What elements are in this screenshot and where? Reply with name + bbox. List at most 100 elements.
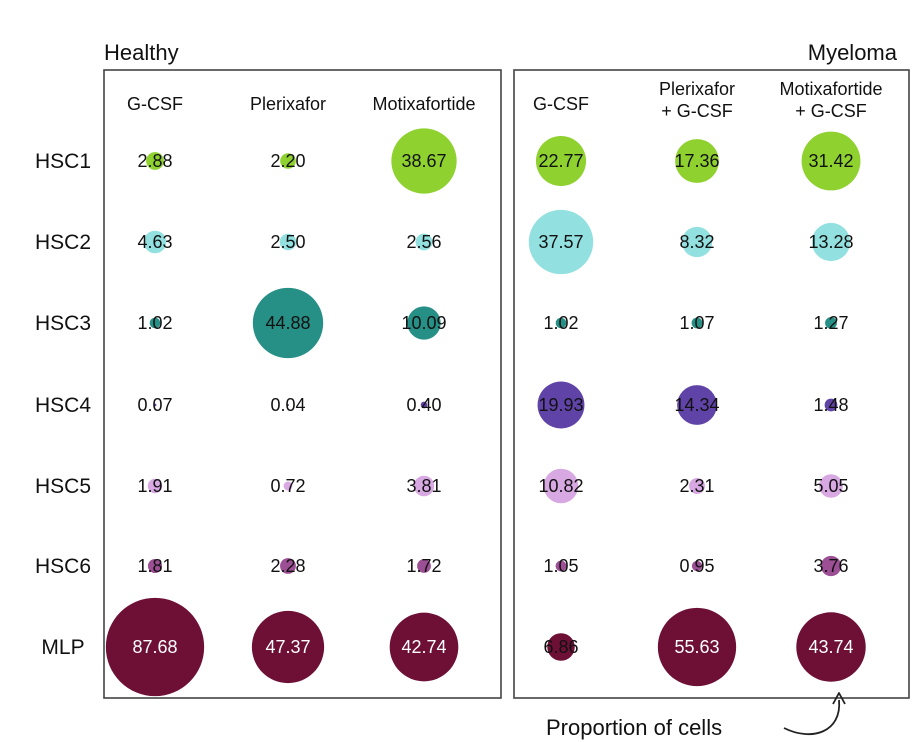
value-labels: 2.88 4.63 1.02 0.07 1.91 1.81 87.68 2.20 2.50 44.… bbox=[132, 151, 853, 657]
value-label: 47.37 bbox=[265, 637, 310, 657]
bubble-healthy-hsc6 bbox=[280, 558, 296, 574]
row-label-hsc2: HSC2 bbox=[35, 231, 91, 254]
row-label-hsc5: HSC5 bbox=[35, 475, 91, 498]
bubble-healthy-hsc5 bbox=[147, 478, 163, 494]
value-label: 1.02 bbox=[543, 313, 578, 333]
value-label: 13.28 bbox=[808, 232, 853, 252]
value-label: 44.88 bbox=[265, 313, 310, 333]
value-label: 87.68 bbox=[132, 637, 177, 657]
value-label: 2.88 bbox=[137, 151, 172, 171]
value-label: 31.42 bbox=[808, 151, 853, 171]
value-label: 2.31 bbox=[679, 476, 714, 496]
bubble-myeloma-hsc1 bbox=[535, 135, 587, 187]
value-label: 55.63 bbox=[674, 637, 719, 657]
bubble-healthy-hsc6 bbox=[417, 559, 431, 573]
value-label: 2.56 bbox=[406, 232, 441, 252]
column-header: G-CSF bbox=[127, 94, 183, 114]
value-label: 1.02 bbox=[137, 313, 172, 333]
value-label: 2.20 bbox=[270, 151, 305, 171]
bubble-healthy-mlp bbox=[105, 597, 205, 697]
value-label: 0.40 bbox=[406, 395, 441, 415]
legend-note: Proportion of cells bbox=[546, 692, 846, 740]
row-label-hsc4: HSC4 bbox=[35, 394, 91, 417]
value-label: 3.76 bbox=[813, 556, 848, 576]
bubble-myeloma-hsc5 bbox=[819, 474, 843, 498]
bubble-healthy-hsc2 bbox=[279, 233, 297, 251]
bubble-myeloma-hsc1 bbox=[801, 131, 861, 191]
value-label: 3.81 bbox=[406, 476, 441, 496]
value-label: 22.77 bbox=[538, 151, 583, 171]
value-label: 37.57 bbox=[538, 232, 583, 252]
row-label-hsc3: HSC3 bbox=[35, 312, 91, 335]
bubble-healthy-hsc3 bbox=[149, 317, 161, 329]
value-label: 1.91 bbox=[137, 476, 172, 496]
value-label: 4.63 bbox=[137, 232, 172, 252]
bubbles bbox=[105, 128, 866, 697]
value-label: 0.04 bbox=[270, 395, 305, 415]
bubble-healthy-hsc2 bbox=[415, 233, 433, 251]
bubble-healthy-hsc5 bbox=[413, 475, 435, 497]
bubble-myeloma-mlp bbox=[657, 607, 737, 687]
value-label: 1.81 bbox=[137, 556, 172, 576]
value-label: 8.32 bbox=[679, 232, 714, 252]
row-labels: HSC1 HSC2 HSC3 HSC4 HSC5 HSC6 MLP bbox=[35, 150, 91, 659]
value-label: 1.48 bbox=[813, 395, 848, 415]
value-label: 0.07 bbox=[137, 395, 172, 415]
group-title-myeloma: Myeloma bbox=[808, 40, 898, 65]
value-label: 17.36 bbox=[674, 151, 719, 171]
group-titles: Healthy Myeloma bbox=[104, 40, 898, 65]
arrow-head-icon bbox=[832, 692, 846, 705]
value-label: 1.05 bbox=[543, 556, 578, 576]
bubble-healthy-hsc2 bbox=[143, 230, 167, 254]
value-label: 0.72 bbox=[270, 476, 305, 496]
column-header: Motixafortide + G-CSF bbox=[779, 79, 882, 121]
bubble-myeloma-hsc6 bbox=[691, 560, 703, 572]
bubble-myeloma-hsc1 bbox=[675, 139, 719, 183]
value-label: 2.28 bbox=[270, 556, 305, 576]
column-header: G-CSF bbox=[533, 94, 589, 114]
bubble-healthy-hsc1 bbox=[391, 128, 457, 194]
bubble-healthy-hsc1 bbox=[280, 153, 296, 169]
value-label: 6.86 bbox=[543, 637, 578, 657]
column-header: Motixafortide bbox=[372, 94, 475, 114]
value-label: 10.09 bbox=[401, 313, 446, 333]
bubble-healthy-hsc6 bbox=[147, 558, 163, 574]
value-label: 5.05 bbox=[813, 476, 848, 496]
bubble-myeloma-hsc2 bbox=[811, 222, 851, 262]
value-label: 1.72 bbox=[406, 556, 441, 576]
bubble-healthy-mlp bbox=[389, 612, 459, 682]
bubble-myeloma-hsc4 bbox=[537, 381, 585, 429]
bubble-healthy-hsc1 bbox=[146, 152, 164, 170]
value-label: 1.27 bbox=[813, 313, 848, 333]
bubble-myeloma-hsc2 bbox=[528, 209, 594, 275]
group-title-healthy: Healthy bbox=[104, 40, 179, 65]
column-header: Plerixafor bbox=[250, 94, 326, 114]
proportion-note: Proportion of cells bbox=[546, 715, 722, 740]
bubble-myeloma-hsc4 bbox=[677, 385, 717, 425]
row-label-mlp: MLP bbox=[41, 636, 84, 659]
value-label: 14.34 bbox=[674, 395, 719, 415]
bubble-myeloma-hsc6 bbox=[820, 555, 842, 577]
bubble-healthy-hsc4 bbox=[286, 403, 290, 407]
bubble-myeloma-mlp bbox=[547, 633, 575, 661]
bubble-myeloma-mlp bbox=[796, 612, 866, 682]
row-label-hsc1: HSC1 bbox=[35, 150, 91, 173]
column-headers: G-CSF Plerixafor Motixafortide G-CSF Plerixa… bbox=[127, 79, 883, 121]
value-label: 43.74 bbox=[808, 637, 853, 657]
panels bbox=[103, 69, 910, 699]
bubble-healthy-hsc5 bbox=[283, 481, 293, 491]
bubble-myeloma-hsc2 bbox=[681, 226, 713, 258]
panel-myeloma bbox=[513, 69, 910, 699]
bubble-myeloma-hsc5 bbox=[543, 468, 579, 504]
panel-healthy bbox=[103, 69, 502, 699]
bubble-healthy-hsc3 bbox=[252, 287, 324, 359]
bubble-healthy-mlp bbox=[251, 610, 325, 684]
bubble-healthy-hsc4 bbox=[153, 403, 157, 407]
bubble-healthy-hsc4 bbox=[420, 401, 428, 409]
bubble-myeloma-hsc3 bbox=[825, 317, 837, 329]
bubble-myeloma-hsc6 bbox=[555, 560, 567, 572]
row-label-hsc6: HSC6 bbox=[35, 555, 91, 578]
value-label: 0.95 bbox=[679, 556, 714, 576]
bubble-myeloma-hsc5 bbox=[689, 478, 705, 494]
